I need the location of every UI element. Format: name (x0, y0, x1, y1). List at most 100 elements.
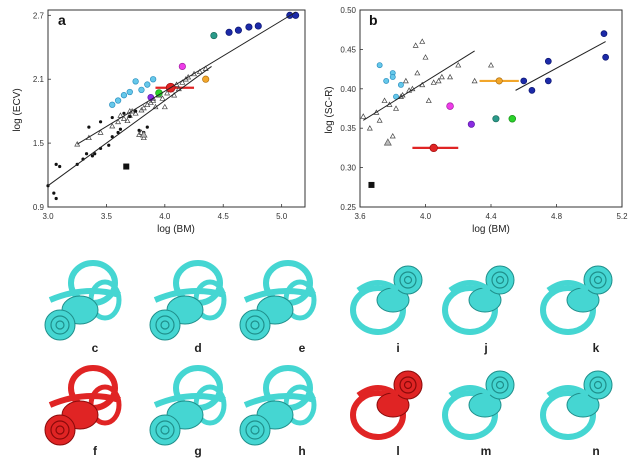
semicircular-canal (350, 390, 406, 440)
inner-ear-model-i: i (350, 265, 423, 355)
semicircular-canal (442, 390, 498, 440)
panel-a-xlabel: log (BM) (157, 224, 195, 235)
panel-a-marks (46, 11, 300, 201)
semicircular-canal (356, 280, 400, 293)
open-triangle-point (422, 54, 429, 60)
light-blue-point (393, 93, 399, 100)
inner-ear-model-h: h (239, 365, 317, 458)
light-blue-point (383, 77, 390, 84)
cochlea-spiral (589, 376, 607, 394)
y-tick-label: 1.5 (33, 139, 45, 148)
inner-ear-model-k: k (540, 265, 613, 355)
light-blue-point (132, 78, 139, 85)
open-triangle-point (488, 62, 494, 68)
cochlea-spiral (491, 271, 509, 289)
x-tick-label: 3.5 (101, 212, 113, 221)
light-blue-point (389, 74, 396, 80)
magenta-point (178, 62, 186, 70)
panel-a-x-ticks: 3.0 3.5 4.0 4.5 5.0 (42, 204, 288, 221)
open-triangle-point (366, 125, 373, 131)
open-triangle-point (126, 108, 133, 114)
open-triangle-point (438, 73, 445, 80)
small-black-point (137, 128, 141, 132)
light-blue-point (120, 92, 128, 99)
open-triangle-point (393, 105, 400, 111)
inner-ear-model-e: e (239, 260, 317, 355)
cochlea (583, 370, 613, 400)
dark-blue-point (225, 28, 233, 36)
semicircular-canal (546, 280, 590, 293)
purple-point (467, 120, 475, 128)
cochlea-spiral (589, 271, 607, 289)
open-triangle-point (414, 69, 421, 76)
model-label: k (593, 341, 600, 355)
cochlea-spiral (160, 425, 170, 435)
x-tick-label: 4.0 (159, 212, 171, 221)
inner-ear-model-j: j (442, 265, 515, 355)
model-label: c (92, 341, 99, 355)
cochlea (44, 309, 76, 341)
cochlea-spiral (250, 320, 260, 330)
dark-blue-point (602, 53, 609, 61)
cochlea-spiral (491, 376, 509, 394)
open-triangle-point (115, 118, 122, 125)
semicircular-canal (448, 385, 492, 398)
cochlea-spiral (55, 320, 65, 330)
cochlea-spiral (495, 275, 505, 285)
cochlea-spiral (245, 420, 265, 440)
small-black-point (93, 152, 97, 156)
open-triangle-point (425, 97, 432, 103)
light-blue-point (144, 81, 151, 88)
semicircular-canal (546, 385, 590, 398)
small-black-point (90, 154, 94, 158)
dark-blue-point (254, 22, 262, 30)
magenta-point (446, 102, 454, 110)
small-black-point (54, 196, 58, 201)
semicircular-canal (350, 285, 406, 335)
x-tick-label: 5.2 (616, 212, 628, 221)
cochlea (485, 265, 515, 295)
open-triangle-point (447, 73, 454, 80)
open-triangle-point (109, 122, 116, 129)
open-triangle-point (435, 77, 442, 84)
open-triangle-point (455, 62, 462, 68)
inner-ear-model-f: f (44, 365, 122, 458)
model-label: h (298, 444, 305, 458)
semicircular-canal (442, 285, 498, 335)
open-triangle-point (117, 112, 124, 118)
cochlea-spiral (495, 380, 505, 390)
cochlea-spiral (399, 376, 417, 394)
cochlea-spiral (50, 315, 70, 335)
small-black-point (145, 125, 149, 129)
dark-blue-point (292, 11, 300, 19)
cochlea-spiral (399, 271, 417, 289)
y-tick-label: 0.35 (340, 124, 356, 133)
cochlea-spiral (50, 420, 70, 440)
x-tick-label: 4.4 (485, 212, 497, 221)
panel-b-xlabel: log (BM) (472, 224, 510, 235)
inner-ear-model-m: m (442, 370, 515, 458)
light-blue-point (138, 86, 145, 94)
x-tick-label: 4.5 (218, 212, 230, 221)
small-black-point (54, 162, 58, 167)
model-label: d (194, 341, 201, 355)
semicircular-canal (153, 393, 226, 408)
model-label: l (396, 444, 399, 458)
light-blue-point (397, 81, 404, 88)
inner-ear-models: c d e f g h i j k l m n (44, 260, 613, 458)
cochlea-spiral (155, 420, 175, 440)
gray-triangle-point (139, 130, 148, 138)
teal-point (492, 115, 500, 123)
dark-blue-point (528, 87, 536, 94)
cochlea (149, 309, 181, 341)
semicircular-canal (448, 280, 492, 293)
open-triangle-point (471, 77, 478, 84)
inner-ear-model-d: d (149, 260, 227, 355)
dark-blue-point (600, 30, 608, 37)
panel-a-y-ticks: 0.9 1.5 2.1 2.7 (33, 11, 51, 212)
model-label: e (299, 341, 306, 355)
small-black-point (110, 135, 114, 139)
x-tick-label: 4.0 (420, 212, 432, 221)
small-black-point (107, 143, 111, 147)
